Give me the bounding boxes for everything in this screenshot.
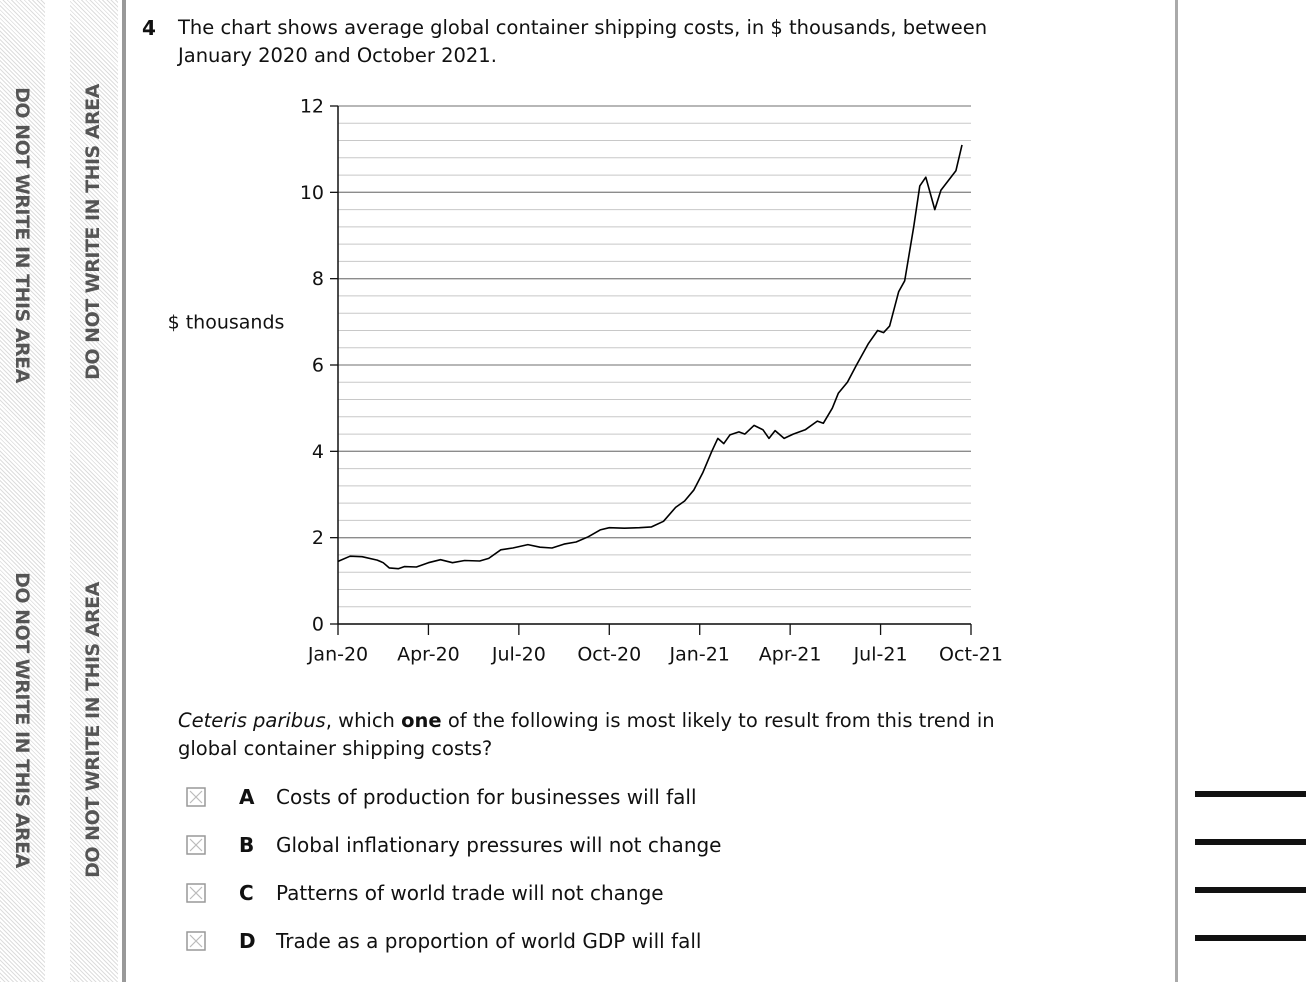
option-text: Costs of production for businesses will … (276, 785, 697, 809)
x-tick-label: Apr-20 (397, 644, 460, 666)
margin-bar (1195, 935, 1306, 941)
checkbox[interactable] (186, 835, 206, 855)
y-tick-label: 6 (312, 355, 324, 377)
border (122, 0, 126, 982)
x-tick-label: Jul-21 (853, 644, 908, 666)
y-tick-label: 10 (300, 182, 324, 204)
option-letter: B (239, 833, 255, 857)
y-tick-label: 2 (312, 527, 324, 549)
question-text: The chart shows average global container… (178, 16, 988, 67)
y-tick-label: 0 (312, 614, 324, 636)
margin-bar (1195, 839, 1306, 845)
y-tick-label: 12 (300, 96, 324, 118)
margin-strip (70, 0, 118, 982)
y-tick-label: 4 (312, 441, 324, 463)
question-number: 4 (142, 16, 156, 40)
option-text: Global inflationary pressures will not c… (276, 833, 722, 857)
option-letter: A (239, 785, 255, 809)
x-tick-label: Jan-21 (669, 644, 730, 666)
margin-bar (1195, 791, 1306, 797)
option-text: Trade as a proportion of world GDP will … (276, 929, 702, 953)
option-letter: C (239, 881, 254, 905)
option-text: Patterns of world trade will not change (276, 881, 664, 905)
margin-strip (0, 0, 45, 982)
x-tick-label: Jan-20 (307, 644, 368, 666)
x-tick-label: Oct-20 (577, 644, 641, 666)
option-letter: D (239, 929, 256, 953)
checkbox[interactable] (186, 787, 206, 807)
checkbox[interactable] (186, 931, 206, 951)
prompt-text: of the following is most likely to resul… (178, 709, 995, 760)
prompt-bold: one (401, 709, 442, 732)
x-tick-label: Jul-20 (491, 644, 546, 666)
border (1175, 0, 1178, 982)
x-tick-label: Apr-21 (759, 644, 822, 666)
y-tick-label: 8 (312, 268, 324, 290)
x-tick-label: Oct-21 (939, 644, 1003, 666)
checkbox[interactable] (186, 883, 206, 903)
data-line (337, 144, 963, 570)
prompt-italic: Ceteris paribus (178, 709, 326, 732)
prompt-text: , which (325, 709, 402, 732)
margin-bar (1195, 887, 1306, 893)
prompt: Ceteris paribus, which one of the follow… (178, 707, 1028, 763)
y-axis-label: $ thousands (168, 312, 285, 334)
